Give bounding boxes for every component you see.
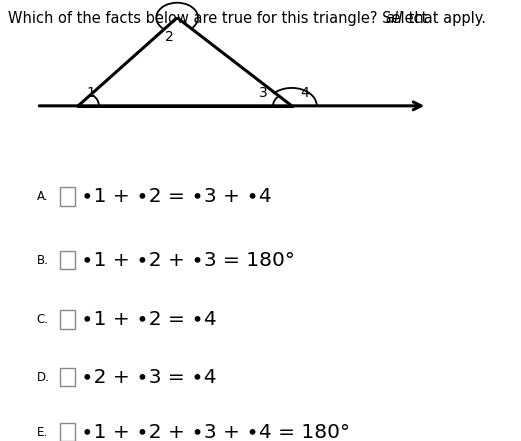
Bar bbox=[60, 310, 75, 329]
Text: that apply.: that apply. bbox=[404, 11, 486, 26]
Text: Which of the facts below are true for this triangle? Select: Which of the facts below are true for th… bbox=[8, 11, 432, 26]
Text: ∙1 + ∙2 = ∙4: ∙1 + ∙2 = ∙4 bbox=[81, 310, 217, 329]
Text: ∙2 + ∙3 = ∙4: ∙2 + ∙3 = ∙4 bbox=[81, 367, 216, 387]
Text: C.: C. bbox=[36, 313, 48, 326]
Bar bbox=[60, 187, 75, 206]
Text: 3: 3 bbox=[259, 86, 267, 100]
Text: B.: B. bbox=[36, 254, 48, 267]
Text: ∙1 + ∙2 + ∙3 = 180°: ∙1 + ∙2 + ∙3 = 180° bbox=[81, 250, 295, 270]
Text: 1: 1 bbox=[86, 86, 96, 100]
Text: 4: 4 bbox=[301, 86, 309, 100]
Text: ∙1 + ∙2 + ∙3 + ∙4 = 180°: ∙1 + ∙2 + ∙3 + ∙4 = 180° bbox=[81, 422, 350, 441]
Text: 2: 2 bbox=[165, 30, 173, 45]
Bar bbox=[60, 251, 75, 269]
Bar bbox=[60, 423, 75, 441]
Text: D.: D. bbox=[36, 370, 49, 384]
Text: ∙1 + ∙2 = ∙3 + ∙4: ∙1 + ∙2 = ∙3 + ∙4 bbox=[81, 187, 271, 206]
Text: E.: E. bbox=[36, 426, 47, 439]
Text: A.: A. bbox=[36, 190, 48, 203]
Text: all: all bbox=[385, 11, 403, 26]
Bar bbox=[60, 368, 75, 386]
